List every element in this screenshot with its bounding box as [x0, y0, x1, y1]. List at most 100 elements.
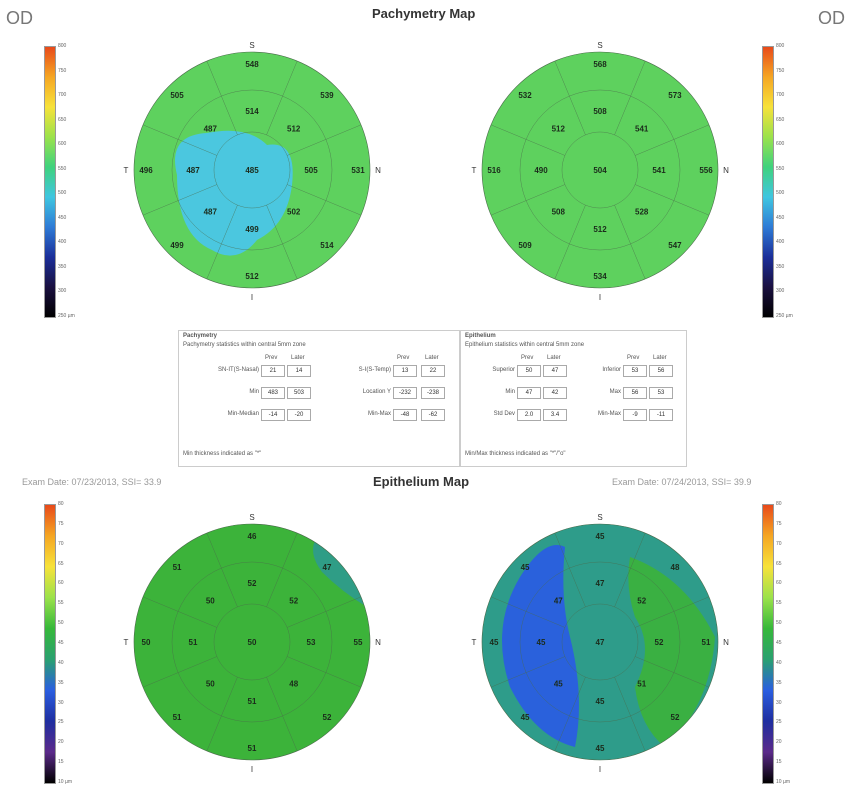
- epi-stat-value-later[interactable]: 42: [543, 387, 567, 399]
- pachy-stat-value-prev-2[interactable]: -48: [393, 409, 417, 421]
- epi-stat-value-prev[interactable]: 47: [517, 387, 541, 399]
- sector-value-outer: 52: [671, 713, 680, 722]
- pachy-stat-value-later-2[interactable]: -238: [421, 387, 445, 399]
- sector-value-inner: 47: [596, 579, 605, 588]
- pachy-stat-value-later-2[interactable]: 22: [421, 365, 445, 377]
- pachymetry-colorbar-tick: 250 µm: [776, 313, 793, 319]
- orientation-superior-label: S: [597, 41, 602, 50]
- epithelium-colorbar-tick: 30: [776, 699, 782, 706]
- pachy-col-later: Later: [291, 355, 305, 361]
- sector-value-outer: 556: [699, 166, 713, 175]
- sector-value-inner: 47: [554, 596, 563, 605]
- orientation-temporal-label: T: [472, 166, 477, 175]
- orientation-temporal-label: T: [472, 638, 477, 647]
- epi-stat-value-prev[interactable]: 2.0: [517, 409, 541, 421]
- pachymetry-colorbar-tick: 650: [58, 116, 67, 123]
- sector-value-outer: 514: [320, 241, 334, 250]
- pachy-stat-value-prev-2[interactable]: -232: [393, 387, 417, 399]
- pachymetry-colorbar-tick: 300: [58, 288, 67, 295]
- sector-value-outer: 573: [668, 91, 682, 100]
- pachymetry-colorbar-tick: 450: [58, 214, 67, 221]
- epithelium-colorbar-tick: 15: [776, 759, 782, 766]
- pachymetry-stats-title: Pachymetry: [183, 333, 218, 339]
- epi-stat-label: Min: [505, 389, 515, 395]
- epi-stat-value-prev-2[interactable]: -9: [623, 409, 647, 421]
- orientation-nasal-label: N: [375, 638, 381, 647]
- pachy-col-prev-2: Prev: [397, 355, 410, 361]
- sector-value-inner: 512: [593, 225, 607, 234]
- pachymetry-colorbar-tick: 800: [58, 43, 67, 49]
- epithelium-colorbar-tick: 60: [776, 580, 782, 587]
- pachy-stat-value-later[interactable]: -20: [287, 409, 311, 421]
- pachymetry-colorbar-tick: 550: [58, 165, 67, 172]
- epithelium-colorbar-tick: 70: [776, 540, 782, 547]
- epi-stat-label-2: Max: [609, 389, 621, 395]
- sector-value-outer: 50: [142, 638, 151, 647]
- pachymetry-colorbar-tick: 500: [58, 190, 67, 197]
- sector-value-outer: 51: [173, 713, 182, 722]
- pachy-col-later-2: Later: [425, 355, 439, 361]
- pachymetry-colorbar-tick: 500: [776, 190, 785, 197]
- epithelium-colorbar-tick: 35: [776, 679, 782, 686]
- pachymetry-colorbar-tick: 750: [58, 67, 67, 74]
- pachy-stat-value-later[interactable]: 14: [287, 365, 311, 377]
- epi-stat-value-later-2[interactable]: 53: [649, 387, 673, 399]
- orientation-nasal-label: N: [723, 638, 729, 647]
- epi-stat-label-2: Inferior: [602, 367, 621, 373]
- pachy-stat-value-prev[interactable]: 21: [261, 365, 285, 377]
- epithelium-colorbar-tick: 45: [776, 640, 782, 646]
- orientation-inferior-label: I: [251, 765, 253, 774]
- epithelium-map-right: 47 45 47 48 52 51 52 52 51 45 45 45 45 45 45 45 47 S I T N: [472, 513, 730, 774]
- sector-value-outer: 48: [671, 563, 680, 572]
- sector-value-inner: 52: [655, 638, 664, 647]
- sector-value-inner: 487: [204, 124, 218, 133]
- pachy-stat-value-prev-2[interactable]: 13: [393, 365, 417, 377]
- pachy-stat-value-prev[interactable]: -14: [261, 409, 285, 421]
- epithelium-colorbar-tick: 35: [58, 679, 64, 686]
- sector-value-outer: 55: [354, 638, 363, 647]
- pachymetry-colorbar-right: [762, 46, 774, 318]
- epi-stat-value-later-2[interactable]: 56: [649, 365, 673, 377]
- sector-value-outer: 509: [518, 241, 532, 250]
- epithelium-colorbar-tick: 20: [776, 739, 782, 746]
- pachymetry-colorbar-tick: 400: [776, 239, 785, 246]
- sector-value-inner: 541: [652, 166, 666, 175]
- epithelium-stats-note: Min/Max thickness indicated as "*"/"o": [465, 451, 566, 457]
- pachy-stat-value-later[interactable]: 503: [287, 387, 311, 399]
- epithelium-colorbar-tick: 55: [58, 600, 64, 607]
- sector-value-inner: 51: [637, 680, 646, 689]
- epithelium-colorbar-tick: 30: [58, 699, 64, 706]
- epithelium-colorbar-tick: 40: [776, 659, 782, 666]
- epi-stat-value-later-2[interactable]: -11: [649, 409, 673, 421]
- pachy-stat-label-2: S-I(S-Temp): [358, 367, 391, 373]
- sector-value-inner: 541: [635, 124, 649, 133]
- orientation-nasal-label: N: [723, 166, 729, 175]
- epi-stat-value-prev-2[interactable]: 53: [623, 365, 647, 377]
- sector-value-outer: 532: [518, 91, 532, 100]
- sector-value-outer: 531: [351, 166, 365, 175]
- sector-value-inner: 45: [537, 638, 546, 647]
- epi-stat-value-prev-2[interactable]: 56: [623, 387, 647, 399]
- orientation-superior-label: S: [597, 513, 602, 522]
- pachy-stat-label: Min-Median: [227, 411, 259, 417]
- eye-label-left: OD: [6, 8, 33, 28]
- epithelium-colorbar-tick: 80: [776, 501, 782, 507]
- sector-value-inner: 45: [596, 697, 605, 706]
- epithelium-colorbar-tick: 45: [58, 640, 64, 646]
- pachy-stat-value-prev[interactable]: 483: [261, 387, 285, 399]
- epithelium-stats-panel: Epithelium Epithelium statistics within …: [460, 330, 687, 467]
- epi-stat-value-later[interactable]: 3.4: [543, 409, 567, 421]
- sector-value-inner: 487: [204, 208, 218, 217]
- sector-value-outer: 45: [521, 563, 530, 572]
- epi-stat-value-later[interactable]: 47: [543, 365, 567, 377]
- pachy-stat-value-later-2[interactable]: -62: [421, 409, 445, 421]
- orientation-temporal-label: T: [124, 638, 129, 647]
- pachymetry-colorbar-left: [44, 46, 56, 318]
- epi-stat-label: Std Dev: [493, 411, 515, 417]
- epithelium-colorbar-tick: 25: [776, 719, 782, 726]
- epi-stat-value-prev[interactable]: 50: [517, 365, 541, 377]
- sector-value-inner: 505: [304, 166, 318, 175]
- sector-value-outer: 45: [521, 713, 530, 722]
- orientation-superior-label: S: [249, 41, 254, 50]
- pachy-col-prev: Prev: [265, 355, 278, 361]
